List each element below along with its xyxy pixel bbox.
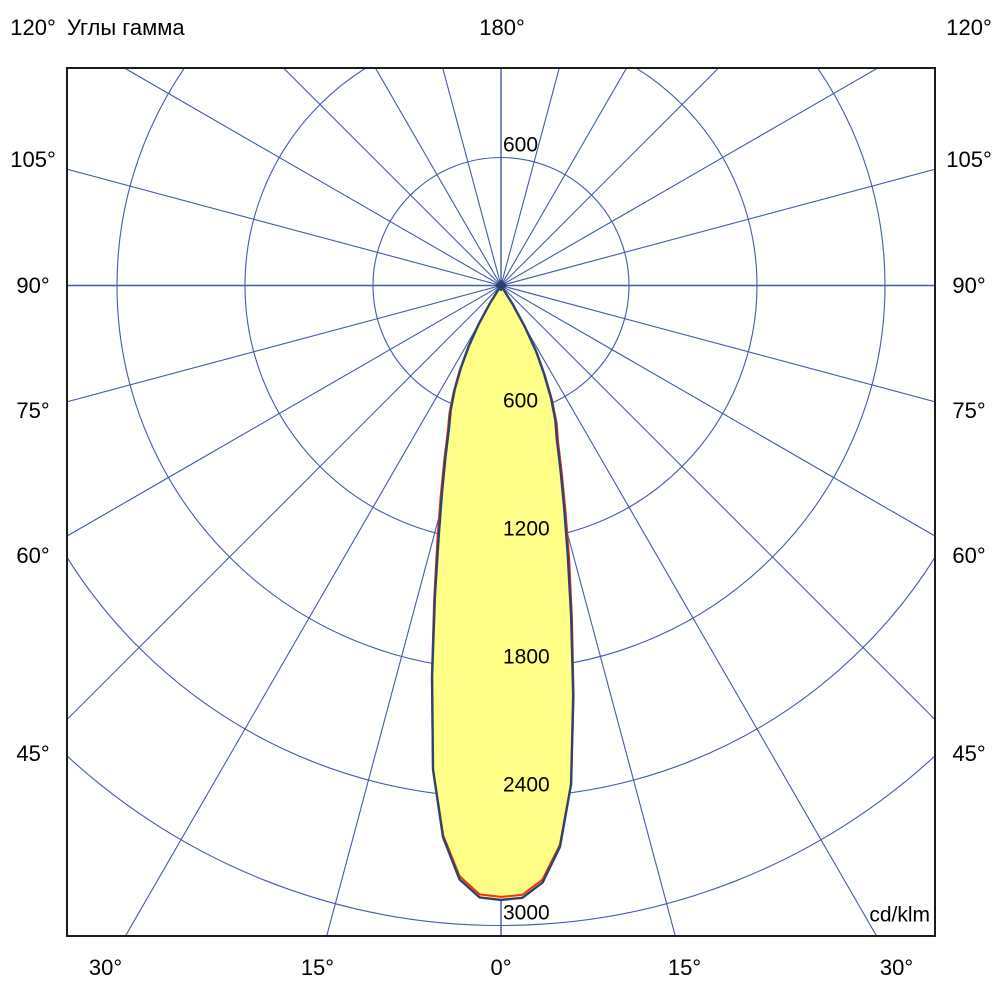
beam-fill xyxy=(432,285,574,900)
plot-border xyxy=(66,67,936,937)
center-marker xyxy=(495,279,507,292)
c90-curve xyxy=(430,284,575,902)
